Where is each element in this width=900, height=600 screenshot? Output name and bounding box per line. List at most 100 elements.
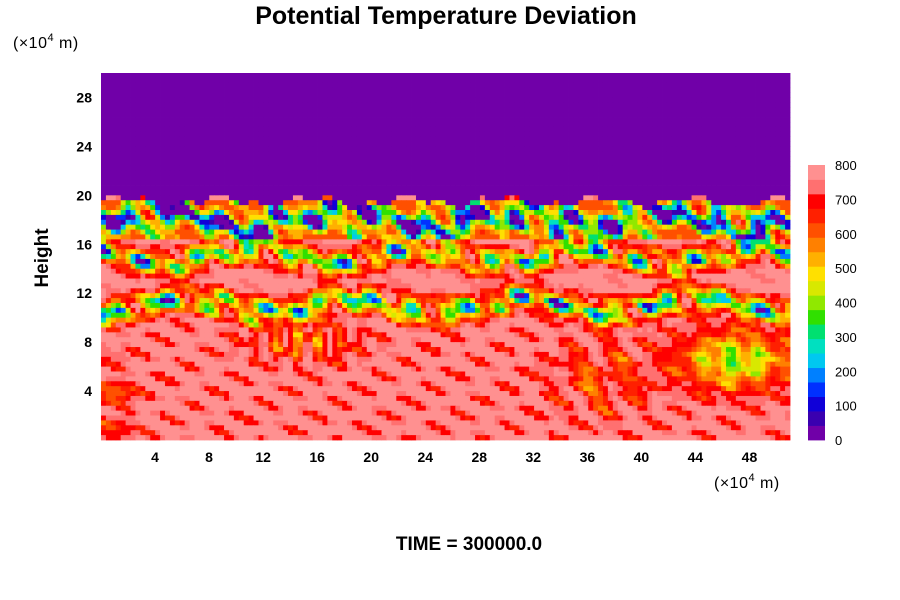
- heatmap-cell: [627, 102, 633, 108]
- heatmap-cell: [337, 234, 343, 240]
- heatmap-cell: [529, 141, 535, 147]
- heatmap-cell: [361, 107, 368, 113]
- heatmap-cell: [543, 210, 550, 216]
- heatmap-cell: [253, 214, 259, 221]
- heatmap-cell: [504, 214, 510, 221]
- heatmap-cell: [686, 151, 692, 157]
- heatmap-cell: [224, 97, 230, 103]
- heatmap-cell: [214, 195, 220, 201]
- heatmap-cell: [327, 229, 333, 235]
- heatmap-cell: [740, 156, 747, 162]
- heatmap-cell: [543, 175, 550, 182]
- heatmap-cell: [568, 224, 574, 230]
- heatmap-cell: [317, 219, 323, 226]
- heatmap-cell: [745, 112, 752, 118]
- heatmap-cell: [164, 73, 171, 79]
- heatmap-cell: [583, 102, 589, 108]
- heatmap-cell: [450, 224, 456, 230]
- heatmap-cell: [750, 190, 756, 196]
- heatmap-cell: [440, 244, 446, 250]
- heatmap-cell: [228, 244, 235, 250]
- heatmap-cell: [563, 146, 569, 152]
- heatmap-cell: [347, 112, 353, 118]
- heatmap-cell: [735, 210, 742, 216]
- heatmap-cell: [568, 239, 574, 245]
- heatmap-cell: [706, 92, 712, 98]
- heatmap-cell: [361, 234, 368, 240]
- heatmap-cell: [612, 121, 619, 128]
- heatmap-cell: [258, 170, 264, 177]
- heatmap-cell: [568, 151, 574, 157]
- heatmap-cell: [110, 121, 117, 128]
- heatmap-cell: [450, 190, 456, 196]
- heatmap-cell: [179, 244, 186, 250]
- heatmap-cell: [253, 161, 259, 167]
- heatmap-cell: [455, 180, 461, 186]
- heatmap-cell: [317, 102, 323, 108]
- heatmap-cell: [101, 195, 107, 201]
- heatmap-cell: [465, 161, 471, 167]
- heatmap-cell: [101, 234, 107, 240]
- heatmap-cell: [770, 234, 776, 240]
- heatmap-cell: [411, 151, 417, 157]
- heatmap-cell: [371, 175, 377, 182]
- heatmap-cell: [376, 224, 382, 230]
- heatmap-cell: [351, 234, 358, 240]
- heatmap-cell: [563, 92, 569, 98]
- heatmap-cell: [430, 200, 437, 206]
- heatmap-cell: [125, 165, 131, 172]
- heatmap-cell: [307, 205, 314, 211]
- heatmap-cell: [160, 107, 166, 113]
- heatmap-cell: [140, 161, 146, 167]
- heatmap-cell: [435, 82, 441, 89]
- heatmap-cell: [598, 195, 604, 201]
- heatmap-cell: [785, 151, 791, 157]
- heatmap-cell: [278, 205, 284, 211]
- heatmap-cell: [268, 146, 274, 152]
- heatmap-cell: [194, 151, 200, 157]
- heatmap-cell: [110, 131, 117, 138]
- heatmap-cell: [573, 185, 579, 191]
- heatmap-cell: [288, 107, 294, 113]
- heatmap-cell: [622, 175, 628, 182]
- heatmap-cell: [406, 180, 412, 186]
- heatmap-cell: [268, 239, 274, 245]
- heatmap-cell: [199, 180, 205, 186]
- heatmap-cell: [101, 82, 107, 89]
- heatmap-cell: [209, 73, 215, 79]
- heatmap-cell: [543, 224, 550, 230]
- heatmap-cell: [258, 234, 264, 240]
- heatmap-cell: [317, 205, 323, 211]
- heatmap-cell: [273, 180, 279, 186]
- heatmap-cell: [391, 121, 397, 128]
- heatmap-cell: [740, 200, 747, 206]
- heatmap-cell: [288, 200, 294, 206]
- heatmap-cell: [174, 77, 181, 84]
- heatmap-cell: [765, 156, 771, 162]
- heatmap-cell: [681, 131, 688, 138]
- heatmap-cell: [475, 229, 481, 235]
- heatmap-cell: [676, 175, 683, 182]
- heatmap-cell: [671, 165, 678, 172]
- heatmap-cell: [440, 136, 446, 142]
- heatmap-cell: [209, 97, 215, 103]
- heatmap-cell: [219, 244, 225, 250]
- heatmap-cell: [573, 77, 579, 84]
- heatmap-cell: [701, 190, 707, 196]
- heatmap-cell: [450, 214, 456, 221]
- heatmap-cell: [199, 200, 205, 206]
- heatmap-cell: [676, 210, 683, 216]
- heatmap-cell: [194, 73, 200, 79]
- heatmap-cell: [140, 131, 146, 138]
- heatmap-cell: [617, 97, 624, 103]
- heatmap-cell: [548, 214, 555, 221]
- heatmap-cell: [735, 200, 742, 206]
- heatmap-cell: [637, 73, 643, 79]
- heatmap-cell: [726, 121, 732, 128]
- heatmap-cell: [706, 112, 712, 118]
- heatmap-cell: [607, 97, 614, 103]
- heatmap-cell: [706, 195, 712, 201]
- heatmap-cell: [775, 131, 781, 138]
- heatmap-cell: [425, 131, 432, 138]
- heatmap-cell: [120, 126, 127, 133]
